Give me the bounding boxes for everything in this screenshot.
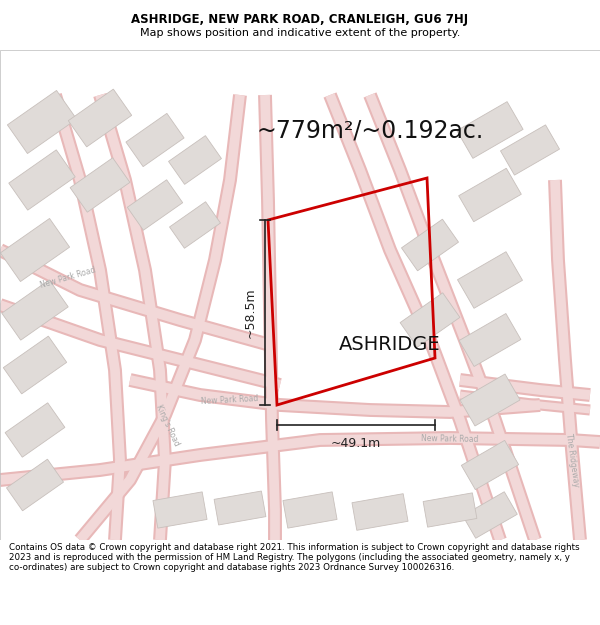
Polygon shape: [169, 136, 221, 184]
Text: ~58.5m: ~58.5m: [244, 288, 257, 338]
Polygon shape: [463, 492, 517, 538]
Polygon shape: [5, 402, 65, 458]
Polygon shape: [457, 102, 523, 158]
Polygon shape: [127, 180, 182, 230]
Polygon shape: [283, 492, 337, 528]
Text: New Park Road: New Park Road: [421, 434, 479, 444]
Polygon shape: [400, 292, 460, 348]
Polygon shape: [153, 492, 207, 528]
Polygon shape: [459, 314, 521, 366]
Polygon shape: [68, 89, 132, 147]
Text: ASHRIDGE: ASHRIDGE: [339, 336, 441, 354]
Text: King's Road: King's Road: [154, 403, 182, 447]
Polygon shape: [170, 202, 220, 248]
Polygon shape: [2, 280, 68, 340]
Text: ~49.1m: ~49.1m: [331, 437, 381, 450]
Text: The Ridgeway: The Ridgeway: [564, 432, 580, 488]
Polygon shape: [401, 219, 458, 271]
Text: ASHRIDGE, NEW PARK ROAD, CRANLEIGH, GU6 7HJ: ASHRIDGE, NEW PARK ROAD, CRANLEIGH, GU6 …: [131, 12, 469, 26]
Polygon shape: [214, 491, 266, 525]
Polygon shape: [500, 125, 560, 175]
Polygon shape: [458, 252, 523, 308]
Polygon shape: [7, 91, 77, 154]
Polygon shape: [70, 158, 130, 212]
Polygon shape: [126, 113, 184, 167]
Polygon shape: [3, 336, 67, 394]
Polygon shape: [1, 219, 70, 281]
Text: Map shows position and indicative extent of the property.: Map shows position and indicative extent…: [140, 28, 460, 38]
Polygon shape: [423, 493, 477, 527]
Polygon shape: [460, 374, 520, 426]
Text: New Park Road: New Park Road: [201, 394, 259, 406]
Polygon shape: [352, 494, 408, 530]
Text: New Park Road: New Park Road: [39, 266, 97, 290]
Polygon shape: [461, 441, 518, 489]
Polygon shape: [458, 168, 521, 222]
Polygon shape: [7, 459, 64, 511]
Text: ~779m²/~0.192ac.: ~779m²/~0.192ac.: [256, 118, 484, 142]
Polygon shape: [9, 150, 75, 210]
Text: Contains OS data © Crown copyright and database right 2021. This information is : Contains OS data © Crown copyright and d…: [9, 542, 580, 572]
